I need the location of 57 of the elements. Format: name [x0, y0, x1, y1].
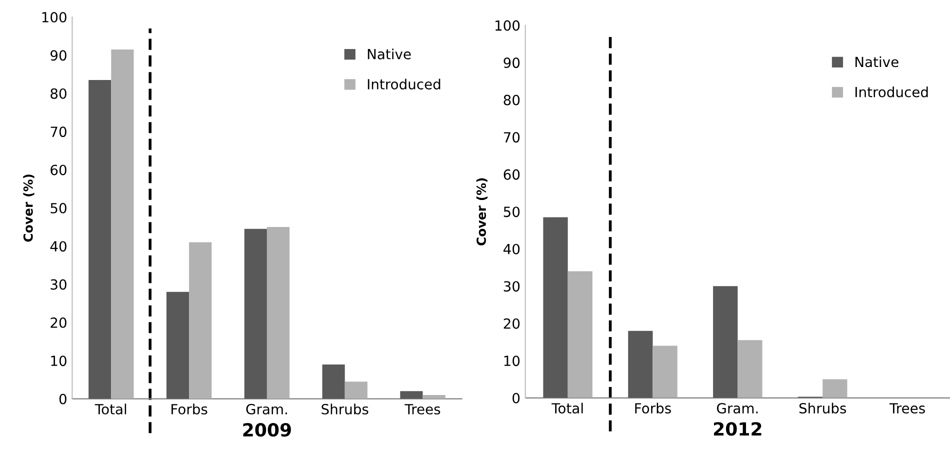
- y-axis-title: Cover (%): [476, 178, 488, 246]
- y-tick-label: 30: [50, 279, 66, 290]
- bar: [189, 242, 212, 399]
- y-tick-label: 90: [504, 58, 520, 68]
- y-tick-label: 0: [59, 394, 66, 404]
- y-tick-label: 70: [504, 132, 520, 143]
- legend-label: Native: [368, 48, 411, 60]
- x-tick-label: Trees: [889, 403, 925, 414]
- legend-label: Introduced: [368, 78, 440, 90]
- bar: [266, 227, 290, 399]
- y-tick-label: 90: [50, 50, 66, 61]
- x-tick-label: Shrubs: [799, 402, 846, 414]
- x-tick-label: Shrubs: [322, 404, 368, 414]
- x-tick-label: Trees: [404, 404, 440, 414]
- y-tick-label: 40: [50, 241, 66, 252]
- y-tick-label: 80: [50, 88, 66, 99]
- y-tick-label: 60: [504, 169, 520, 180]
- y-tick-label: 80: [504, 94, 520, 106]
- y-tick-label: 20: [504, 318, 520, 329]
- y-tick-label: 10: [504, 356, 520, 366]
- bar: [652, 346, 678, 398]
- y-tick-label: 20: [50, 317, 66, 328]
- bar: [244, 228, 267, 399]
- bar: [166, 292, 190, 399]
- y-tick-label: 100: [42, 12, 66, 22]
- bar: [628, 330, 653, 398]
- x-tick-label: Total: [552, 402, 583, 414]
- x-tick-label: Forbs: [172, 404, 208, 414]
- y-tick-label: 30: [504, 281, 520, 292]
- x-tick-label: Gram.: [246, 404, 287, 414]
- y-tick-label: 60: [50, 164, 66, 176]
- y-axis-title: Cover (%): [23, 174, 34, 242]
- x-axis-title: 2009: [243, 422, 291, 437]
- bar: [344, 382, 368, 399]
- y-tick-label: 40: [503, 244, 520, 254]
- bar: [322, 364, 345, 399]
- x-tick-label: Forbs: [635, 402, 671, 414]
- bar: [738, 340, 762, 398]
- bar: [422, 395, 446, 399]
- y-tick-label: 50: [50, 202, 66, 214]
- bar: [568, 271, 592, 398]
- x-tick-label: Gram.: [716, 403, 758, 414]
- bar: [543, 217, 568, 398]
- y-tick-label: 70: [50, 126, 66, 138]
- bar: [713, 286, 738, 398]
- y-tick-label: 10: [51, 356, 66, 366]
- x-tick-label: Total: [94, 404, 126, 414]
- x-axis-title: 2012: [714, 422, 762, 436]
- bar: [88, 80, 112, 399]
- y-tick-label: 50: [504, 206, 520, 218]
- y-tick-label: 100: [496, 20, 520, 31]
- bar: [111, 49, 134, 399]
- bar: [822, 379, 848, 398]
- legend-label: Native: [856, 56, 898, 68]
- bar: [400, 391, 423, 399]
- y-tick-label: 0: [512, 392, 520, 404]
- legend-label: Introduced: [856, 86, 928, 98]
